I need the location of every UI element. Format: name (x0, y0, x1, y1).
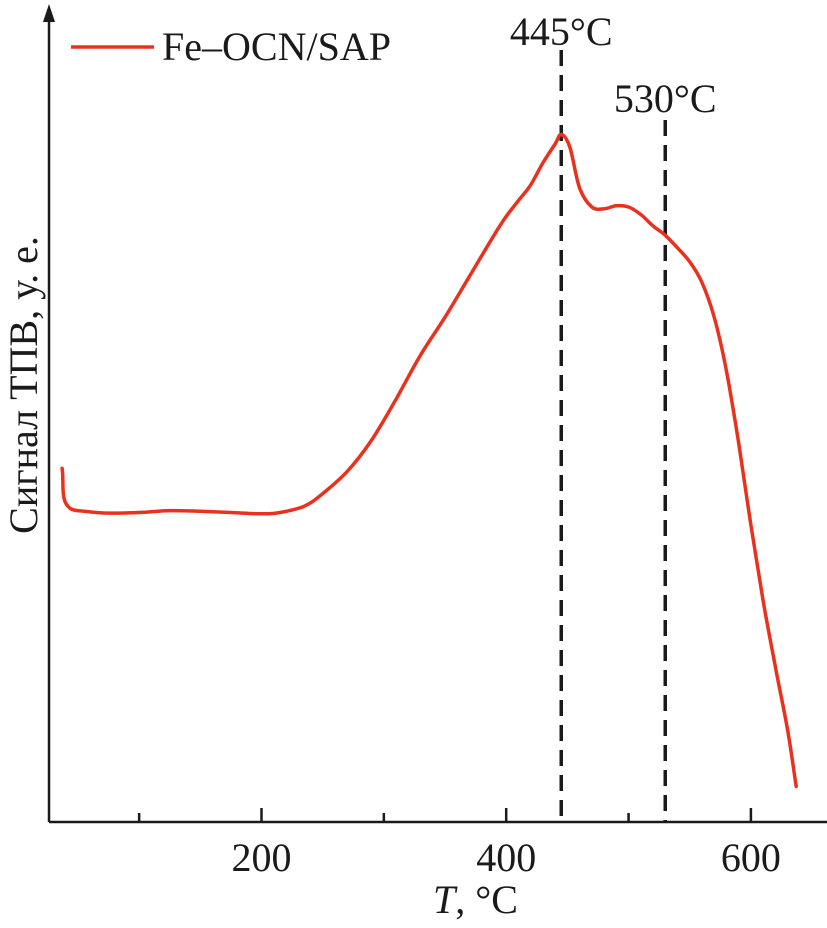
annotation-label-445: 445°C (510, 9, 613, 54)
x-axis-label-unit: , °C (455, 877, 518, 922)
x-tick-label: 600 (721, 835, 781, 880)
x-tick-label: 400 (476, 835, 536, 880)
series-line (60, 132, 798, 789)
annotation-label-530: 530°C (614, 76, 717, 121)
x-axis-label-symbol: T (433, 877, 458, 922)
legend-entry-label: Fe–OCN/SAP (162, 24, 391, 69)
y-axis-arrow (43, 4, 55, 22)
x-tick-label: 200 (232, 835, 292, 880)
series-layer (60, 132, 798, 789)
legend: Fe–OCN/SAP (71, 24, 391, 69)
x-axis-label: T, °C (433, 877, 518, 922)
x-ticks: 200 400 600 (137, 808, 781, 880)
y-axis-label: Сигнал ТПВ, у. е. (1, 236, 46, 534)
